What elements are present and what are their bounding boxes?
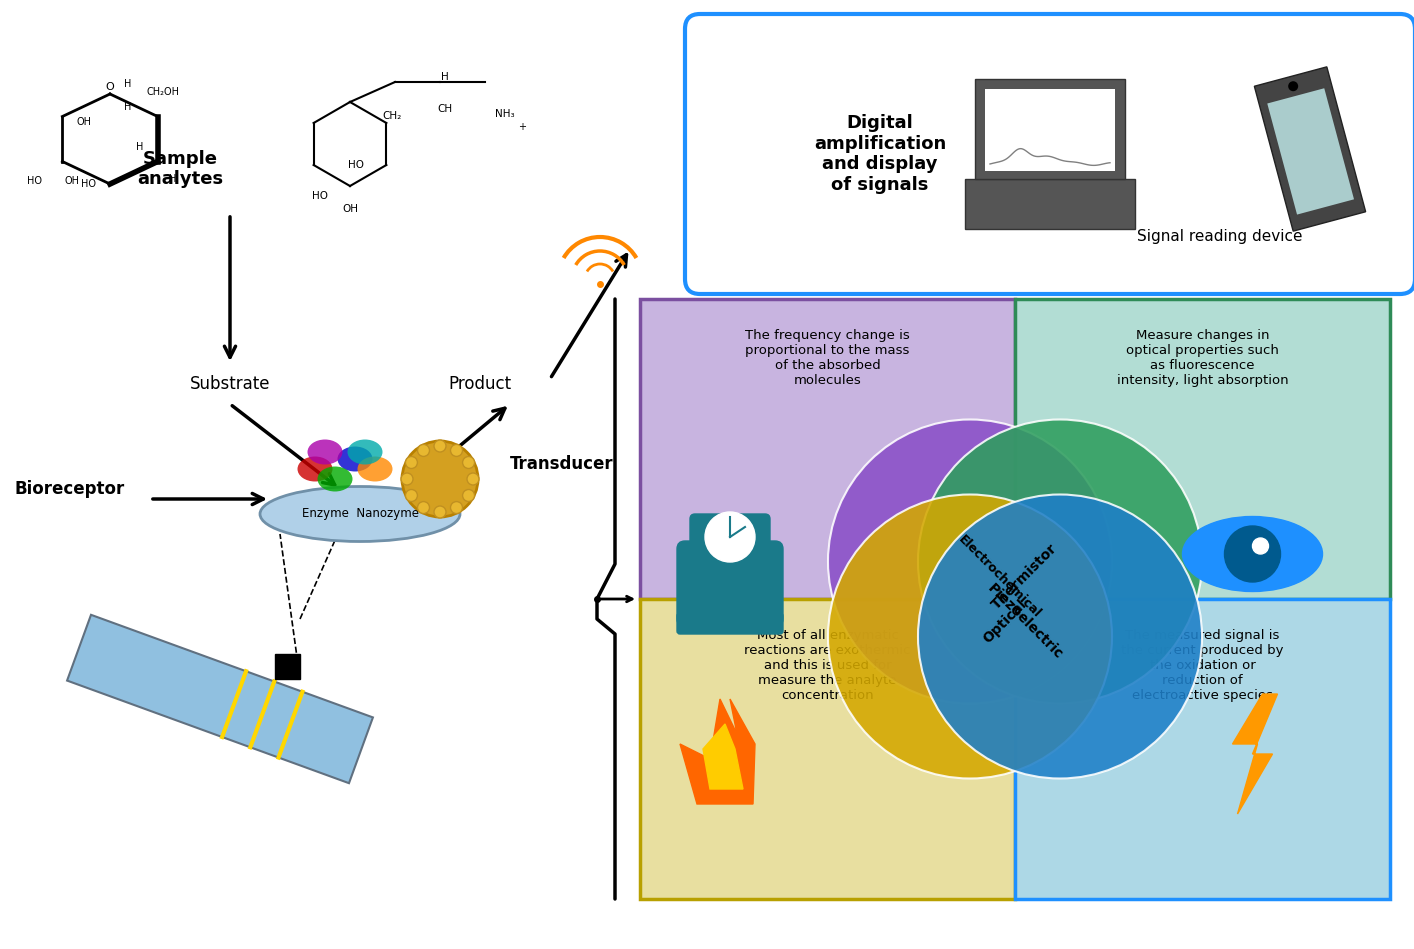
Text: The frequency change is
proportional to the mass
of the absorbed
molecules: The frequency change is proportional to … [745,329,909,387]
FancyBboxPatch shape [690,514,771,559]
Circle shape [706,512,755,562]
Ellipse shape [338,446,372,472]
FancyBboxPatch shape [1015,599,1390,899]
Text: CH₂: CH₂ [382,111,402,121]
Text: Product: Product [448,375,512,393]
Polygon shape [66,615,373,783]
FancyBboxPatch shape [684,14,1414,294]
Circle shape [462,456,475,469]
Circle shape [918,419,1202,703]
Circle shape [462,490,475,501]
Circle shape [829,494,1111,778]
Text: Signal reading device: Signal reading device [1137,229,1302,244]
Text: HO: HO [81,179,96,189]
Ellipse shape [297,456,332,481]
Circle shape [402,441,478,517]
Text: Substrate: Substrate [189,375,270,393]
Ellipse shape [348,439,383,464]
Polygon shape [703,724,742,789]
FancyBboxPatch shape [641,299,1015,599]
Circle shape [434,440,445,452]
Circle shape [918,494,1202,778]
Text: CH₂OH: CH₂OH [146,86,180,97]
Text: OH: OH [76,117,92,126]
Ellipse shape [358,456,393,481]
Text: Digital
amplification
and display
of signals: Digital amplification and display of sig… [814,114,946,195]
FancyBboxPatch shape [677,613,783,634]
FancyBboxPatch shape [677,541,783,627]
Text: H: H [124,79,132,89]
Text: H: H [136,141,143,152]
Text: Bioreceptor: Bioreceptor [16,480,126,498]
Text: Piezoelectric: Piezoelectric [984,581,1065,661]
Circle shape [417,444,430,456]
Text: Most of all enzymatic
reactions are exothermic
and this is used for
measure the : Most of all enzymatic reactions are exot… [744,629,911,702]
Circle shape [1253,538,1268,554]
Ellipse shape [318,467,352,492]
Text: Thermistor: Thermistor [990,541,1060,612]
Text: OH: OH [342,204,358,214]
Text: Enzyme  Nanozyme: Enzyme Nanozyme [301,508,419,520]
FancyBboxPatch shape [641,599,1015,899]
Circle shape [417,502,430,513]
Ellipse shape [260,487,460,542]
FancyBboxPatch shape [986,89,1116,171]
Polygon shape [1254,66,1366,232]
Text: NH₃: NH₃ [495,109,515,119]
FancyBboxPatch shape [976,79,1126,179]
Circle shape [406,490,417,501]
Polygon shape [680,699,755,804]
Text: Optical: Optical [980,597,1029,646]
Circle shape [467,473,479,485]
Text: Electrochemical: Electrochemical [956,532,1044,621]
Circle shape [406,456,417,469]
FancyBboxPatch shape [1015,299,1390,599]
Text: Sample
analytes: Sample analytes [137,150,223,189]
Text: The measured signal is
the current produced by
the oxidation or
reduction of
ele: The measured signal is the current produ… [1121,629,1284,702]
Circle shape [434,506,445,518]
Circle shape [829,419,1111,703]
Polygon shape [1233,694,1277,814]
Text: H: H [168,174,177,184]
Text: Measure changes in
optical properties such
as fluorescence
intensity, light abso: Measure changes in optical properties su… [1117,329,1288,387]
FancyBboxPatch shape [274,654,300,679]
Circle shape [451,444,462,456]
Circle shape [1225,526,1281,582]
Ellipse shape [307,439,342,464]
Text: H: H [441,72,448,82]
Text: Transducer: Transducer [510,455,614,473]
Text: HO: HO [27,177,42,187]
Circle shape [451,502,462,513]
Text: CH: CH [437,104,452,114]
Text: H: H [124,102,132,111]
Text: HO: HO [312,191,328,201]
Polygon shape [1267,88,1355,214]
Text: OH: OH [65,177,79,187]
Ellipse shape [1182,516,1322,591]
Circle shape [402,473,413,485]
Circle shape [1288,82,1298,91]
Text: O: O [106,82,115,92]
Text: +: + [518,122,526,132]
FancyBboxPatch shape [964,179,1135,229]
Text: HO: HO [348,160,365,170]
